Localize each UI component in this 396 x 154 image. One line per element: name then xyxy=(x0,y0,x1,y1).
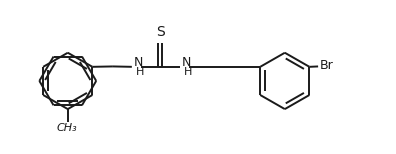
Text: N: N xyxy=(133,56,143,69)
Text: S: S xyxy=(156,25,165,39)
Text: N: N xyxy=(181,56,191,69)
Text: CH₃: CH₃ xyxy=(57,123,77,133)
Text: H: H xyxy=(184,67,193,77)
Text: H: H xyxy=(136,67,145,77)
Text: Br: Br xyxy=(319,59,333,72)
